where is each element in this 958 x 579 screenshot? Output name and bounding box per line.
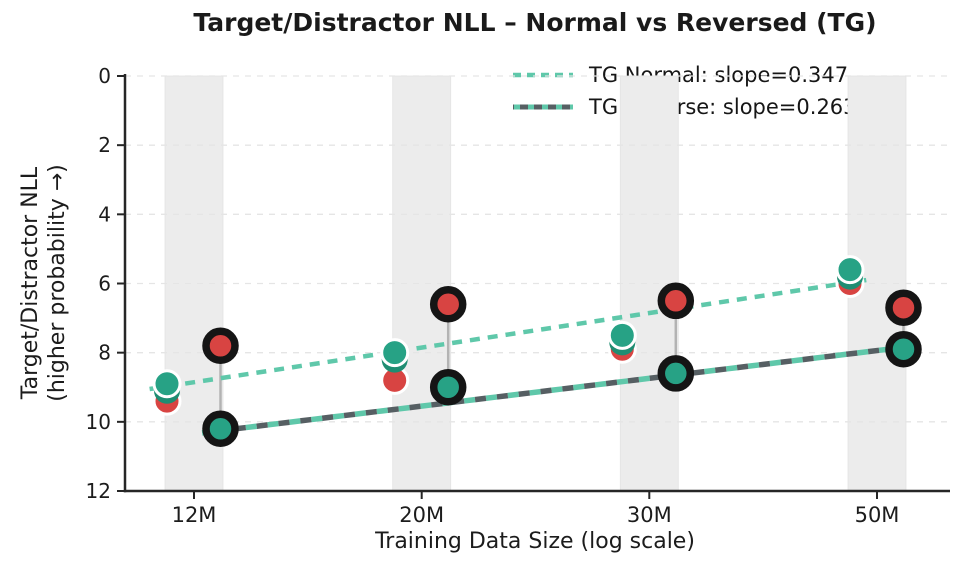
trendline-tg-reverse-teal bbox=[201, 343, 917, 436]
y-axis-label: Target/Distractor NLL (higher probabilit… bbox=[17, 63, 71, 503]
marker-normal-teal-50M bbox=[835, 255, 865, 285]
marker-reverse-red-20M bbox=[429, 286, 467, 323]
y-tick-label-0: 0 bbox=[98, 64, 111, 88]
y-tick-label-8: 8 bbox=[98, 341, 111, 365]
marker-reverse-red-12M bbox=[202, 327, 239, 364]
chart-title: Target/Distractor NLL – Normal vs Revers… bbox=[193, 8, 877, 37]
x-tick-label-50M: 50M bbox=[855, 503, 900, 527]
y-tick-label-10: 10 bbox=[86, 410, 111, 434]
tg-normal-line-swatch-icon bbox=[513, 72, 573, 78]
marker-reverse-teal-12M bbox=[202, 410, 239, 447]
marker-normal-teal-30M bbox=[607, 320, 637, 350]
y-tick-label-6: 6 bbox=[98, 272, 111, 296]
y-axis-label-line2: (higher probability →) bbox=[45, 164, 70, 402]
y-axis-label-line1: Target/Distractor NLL bbox=[18, 166, 43, 400]
x-tick-label-20M: 20M bbox=[399, 503, 444, 527]
marker-reverse-teal-20M bbox=[429, 369, 467, 406]
x-axis-label: Training Data Size (log scale) bbox=[375, 529, 695, 554]
marker-reverse-teal-50M bbox=[885, 330, 922, 368]
marker-reverse-teal-30M bbox=[657, 355, 695, 392]
y-tick-label-12: 12 bbox=[86, 479, 111, 503]
x-tick-label-30M: 30M bbox=[627, 503, 672, 527]
tg-reverse-line-swatch-icon bbox=[513, 104, 573, 110]
marker-reverse-red-30M bbox=[657, 282, 695, 320]
trendline-tg-normal bbox=[149, 277, 867, 392]
marker-normal-teal-20M bbox=[380, 338, 410, 368]
marker-normal-teal-12M bbox=[152, 369, 182, 399]
y-tick-label-2: 2 bbox=[98, 133, 111, 157]
x-tick-label-12M: 12M bbox=[172, 503, 217, 527]
marker-reverse-red-50M bbox=[885, 289, 922, 326]
y-tick-label-4: 4 bbox=[98, 202, 111, 226]
